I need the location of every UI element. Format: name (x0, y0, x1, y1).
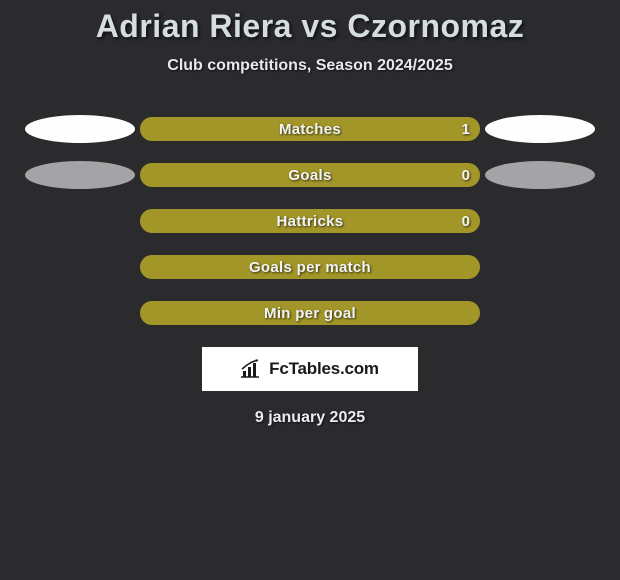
right-indicator (480, 115, 600, 143)
stat-row-goals: Goals 0 (0, 163, 620, 187)
logo-panel: FcTables.com (202, 347, 418, 391)
stat-rows: Matches 1 Goals 0 Hattricks 0 (0, 117, 620, 325)
stat-row-matches: Matches 1 (0, 117, 620, 141)
stat-value: 0 (462, 167, 470, 184)
stat-label: Matches (279, 121, 341, 138)
stat-bar: Hattricks 0 (140, 209, 480, 233)
bar-chart-icon (241, 359, 263, 379)
ellipse-icon (485, 161, 595, 189)
page-title: Adrian Riera vs Czornomaz (0, 8, 620, 45)
left-indicator (20, 115, 140, 143)
right-indicator (480, 161, 600, 189)
stat-label: Min per goal (264, 305, 356, 322)
stat-bar: Min per goal (140, 301, 480, 325)
ellipse-icon (25, 115, 135, 143)
stat-label: Goals per match (249, 259, 371, 276)
stat-value: 1 (462, 121, 470, 138)
left-indicator (20, 161, 140, 189)
logo-text: FcTables.com (269, 359, 379, 379)
stat-bar: Goals 0 (140, 163, 480, 187)
stat-row-hattricks: Hattricks 0 (0, 209, 620, 233)
comparison-card: Adrian Riera vs Czornomaz Club competiti… (0, 0, 620, 427)
stat-label: Hattricks (277, 213, 344, 230)
date-label: 9 january 2025 (0, 409, 620, 427)
ellipse-icon (25, 161, 135, 189)
stat-row-goals-per-match: Goals per match (0, 255, 620, 279)
stat-value: 0 (462, 213, 470, 230)
stat-row-min-per-goal: Min per goal (0, 301, 620, 325)
subtitle: Club competitions, Season 2024/2025 (0, 57, 620, 75)
stat-bar: Matches 1 (140, 117, 480, 141)
stat-bar: Goals per match (140, 255, 480, 279)
stat-label: Goals (288, 167, 331, 184)
ellipse-icon (485, 115, 595, 143)
